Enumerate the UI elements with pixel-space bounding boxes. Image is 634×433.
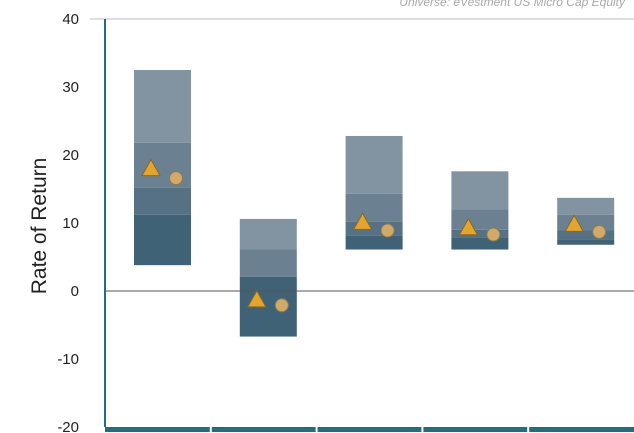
bar-bottom-band — [557, 239, 615, 245]
circle-marker — [380, 223, 395, 238]
bar-lower-mid-band — [134, 187, 191, 215]
bar-top-band — [134, 70, 191, 143]
y-axis-ticks: 40 30 20 10 0 -10 -20 — [57, 11, 79, 433]
x-axis-band — [105, 427, 634, 432]
bar-top-band — [345, 135, 403, 194]
circle-marker — [169, 171, 183, 186]
markers-layer — [141, 158, 607, 313]
circle-marker — [592, 224, 607, 239]
y-tick-label: 20 — [62, 147, 79, 164]
triangle-marker — [458, 217, 479, 236]
bar-upper-mid-band — [239, 249, 297, 277]
triangle-marker — [246, 289, 267, 308]
bar-top-band — [451, 171, 509, 210]
bar-lower-mid-band — [451, 229, 509, 238]
y-tick-label: -10 — [57, 351, 79, 368]
y-tick-label: 10 — [62, 215, 79, 232]
triangle-marker — [564, 214, 585, 232]
bar-bottom-band — [451, 237, 509, 250]
bars-layer — [134, 70, 615, 337]
y-tick-label: 30 — [62, 79, 79, 96]
bar-lower-mid-band — [557, 230, 615, 240]
bar-upper-mid-band — [451, 209, 509, 230]
triangle-marker — [352, 212, 373, 230]
circle-marker — [274, 298, 289, 313]
chart-subtitle: Universe: eVestment US Micro Cap Equity — [399, 0, 626, 9]
y-tick-label: 0 — [71, 283, 79, 300]
triangle-marker — [141, 158, 161, 177]
bar-upper-mid-band — [557, 214, 615, 231]
bar-bottom-band — [134, 214, 191, 266]
circle-marker — [486, 227, 501, 242]
y-tick-label: 40 — [62, 11, 79, 28]
y-tick-label: -20 — [57, 419, 79, 433]
bar-upper-mid-band — [134, 142, 191, 188]
x-axis — [105, 422, 634, 432]
y-axis-title: Rate of Return — [28, 158, 51, 295]
bar-upper-mid-band — [345, 193, 403, 222]
bar-bottom-band — [345, 235, 403, 250]
bar-top-band — [239, 218, 297, 250]
bar-top-band — [557, 197, 615, 215]
